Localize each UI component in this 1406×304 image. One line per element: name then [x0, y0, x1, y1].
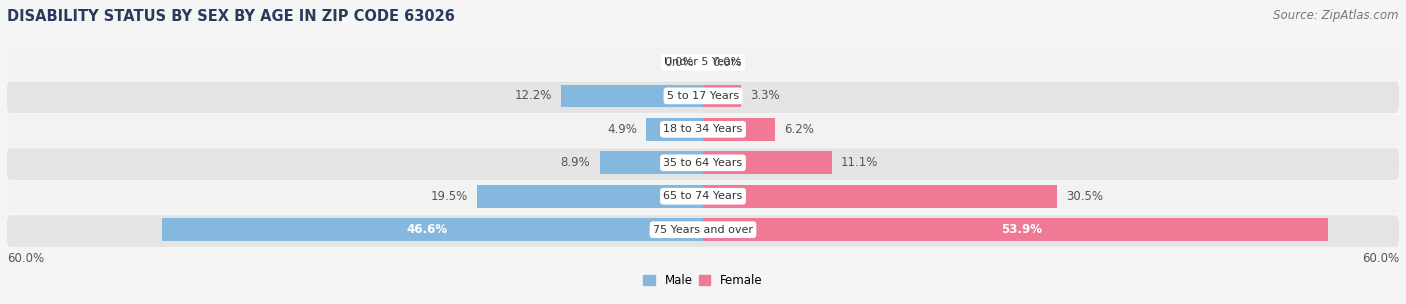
Text: Under 5 Years: Under 5 Years	[665, 57, 741, 67]
Text: 30.5%: 30.5%	[1066, 190, 1104, 203]
FancyBboxPatch shape	[7, 182, 1399, 213]
Text: 19.5%: 19.5%	[430, 190, 468, 203]
Text: 12.2%: 12.2%	[515, 89, 553, 102]
FancyBboxPatch shape	[7, 81, 1399, 113]
Text: 18 to 34 Years: 18 to 34 Years	[664, 124, 742, 134]
Bar	[600, 151, 703, 174]
Bar	[703, 85, 741, 107]
Text: 65 to 74 Years: 65 to 74 Years	[664, 191, 742, 201]
FancyBboxPatch shape	[7, 148, 1399, 180]
FancyBboxPatch shape	[7, 48, 1399, 79]
Bar	[561, 85, 703, 107]
Text: 8.9%: 8.9%	[561, 156, 591, 169]
Text: 6.2%: 6.2%	[785, 123, 814, 136]
FancyBboxPatch shape	[7, 115, 1399, 147]
Bar	[477, 185, 703, 208]
Text: 11.1%: 11.1%	[841, 156, 879, 169]
Text: 0.0%: 0.0%	[664, 56, 693, 69]
Bar	[647, 118, 703, 141]
Bar	[703, 118, 775, 141]
Text: 60.0%: 60.0%	[7, 252, 44, 265]
Bar	[163, 218, 703, 241]
Text: 5 to 17 Years: 5 to 17 Years	[666, 91, 740, 101]
Text: DISABILITY STATUS BY SEX BY AGE IN ZIP CODE 63026: DISABILITY STATUS BY SEX BY AGE IN ZIP C…	[7, 9, 454, 24]
Text: 53.9%: 53.9%	[1001, 223, 1042, 236]
Text: 46.6%: 46.6%	[406, 223, 447, 236]
Legend: Male, Female: Male, Female	[638, 269, 768, 292]
Text: 3.3%: 3.3%	[751, 89, 780, 102]
Text: 0.0%: 0.0%	[713, 56, 742, 69]
Bar	[703, 185, 1057, 208]
Text: 35 to 64 Years: 35 to 64 Years	[664, 158, 742, 168]
Text: 75 Years and over: 75 Years and over	[652, 225, 754, 235]
FancyBboxPatch shape	[7, 215, 1399, 247]
Text: 4.9%: 4.9%	[607, 123, 637, 136]
Bar	[703, 218, 1329, 241]
Text: Source: ZipAtlas.com: Source: ZipAtlas.com	[1274, 9, 1399, 22]
Text: 60.0%: 60.0%	[1362, 252, 1399, 265]
Bar	[703, 151, 832, 174]
